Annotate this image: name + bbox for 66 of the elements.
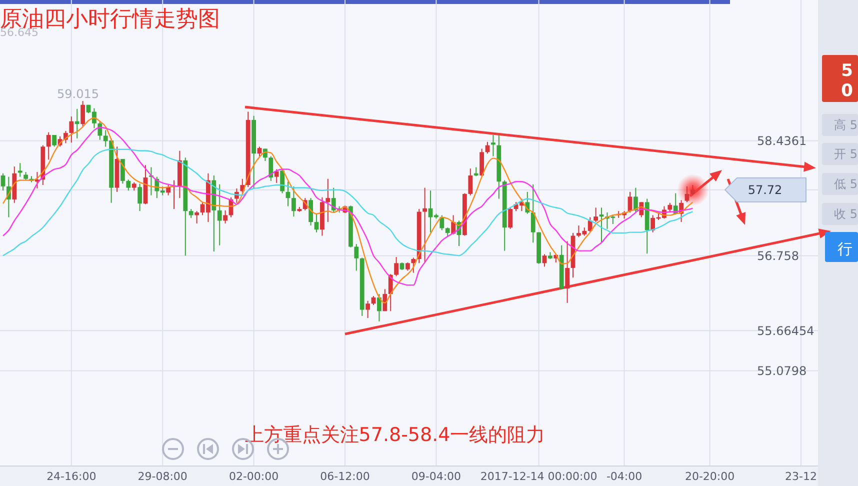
annotation: 59.015 [57,87,99,101]
candlestick [508,206,512,230]
x-tick-label: 09-04:00 [411,470,462,483]
text: 收 5 [834,207,858,221]
candlestick [565,240,570,304]
candlestick [491,134,496,157]
candlestick [366,300,370,318]
candlestick [354,243,359,272]
candlestick [468,168,473,196]
candlestick [530,184,536,244]
candlestick [308,198,313,226]
candlestick [594,207,598,223]
x-tick-label: 20-20:00 [684,470,735,483]
x-tick-label: 24-16:00 [46,470,96,483]
y-tick-label: 58.4361 [757,134,807,148]
candlestick [314,213,319,233]
candlestick [80,100,85,128]
candlestick [422,187,427,263]
candlestick [411,257,416,274]
x-tick-label: 2017-12-14 00:00:00 [480,470,598,483]
candlestick [257,146,262,157]
ref-line-label: 57.72 [748,183,782,198]
text: 行 [838,240,852,258]
candlestick [46,132,51,160]
text: 高 5 [834,118,858,132]
x-tick-label: 29-08:00 [138,470,188,483]
candlestick [542,254,547,268]
candlestick [480,148,484,178]
candlestick [69,116,74,144]
candlestick [292,186,296,218]
candlestick [194,210,199,224]
candlestick [217,184,222,246]
candlestick [668,202,672,213]
candlestick [274,168,279,184]
candlestick [268,156,274,182]
candlestick [382,288,388,312]
candlestick [394,256,398,277]
x-tick-label: 06-12:00 [320,470,370,483]
text: 开 5 [834,147,858,161]
x-tick-label: 02-00:00 [228,470,279,483]
candlestick [440,214,444,231]
candlestick [377,293,382,322]
x-tick-label: -04:00 [606,470,642,483]
line-series [2,148,694,256]
candlestick [223,210,228,224]
candlestick [52,134,56,148]
y-tick-label: 55.0798 [757,364,807,378]
annotation: 56.645 [0,26,38,39]
candlestick [0,172,6,192]
candlestick [690,184,695,196]
text: 低 5 [834,177,858,191]
candlestick [634,187,638,214]
candlestick [126,179,131,192]
y-tick-label: 55.66454 [757,324,814,338]
x-tick-label: 23-12 [785,470,817,483]
candlestick [326,178,330,223]
text: 0 [841,81,854,101]
candlestick [138,183,142,212]
candlestick [166,184,170,196]
candlestick [445,227,450,238]
candlestick [98,120,102,140]
candlestick [74,108,80,139]
y-tick-label: 56.758 [757,248,799,263]
candlestick [684,186,690,203]
candlestick [18,162,22,178]
text: 5 [841,61,853,81]
